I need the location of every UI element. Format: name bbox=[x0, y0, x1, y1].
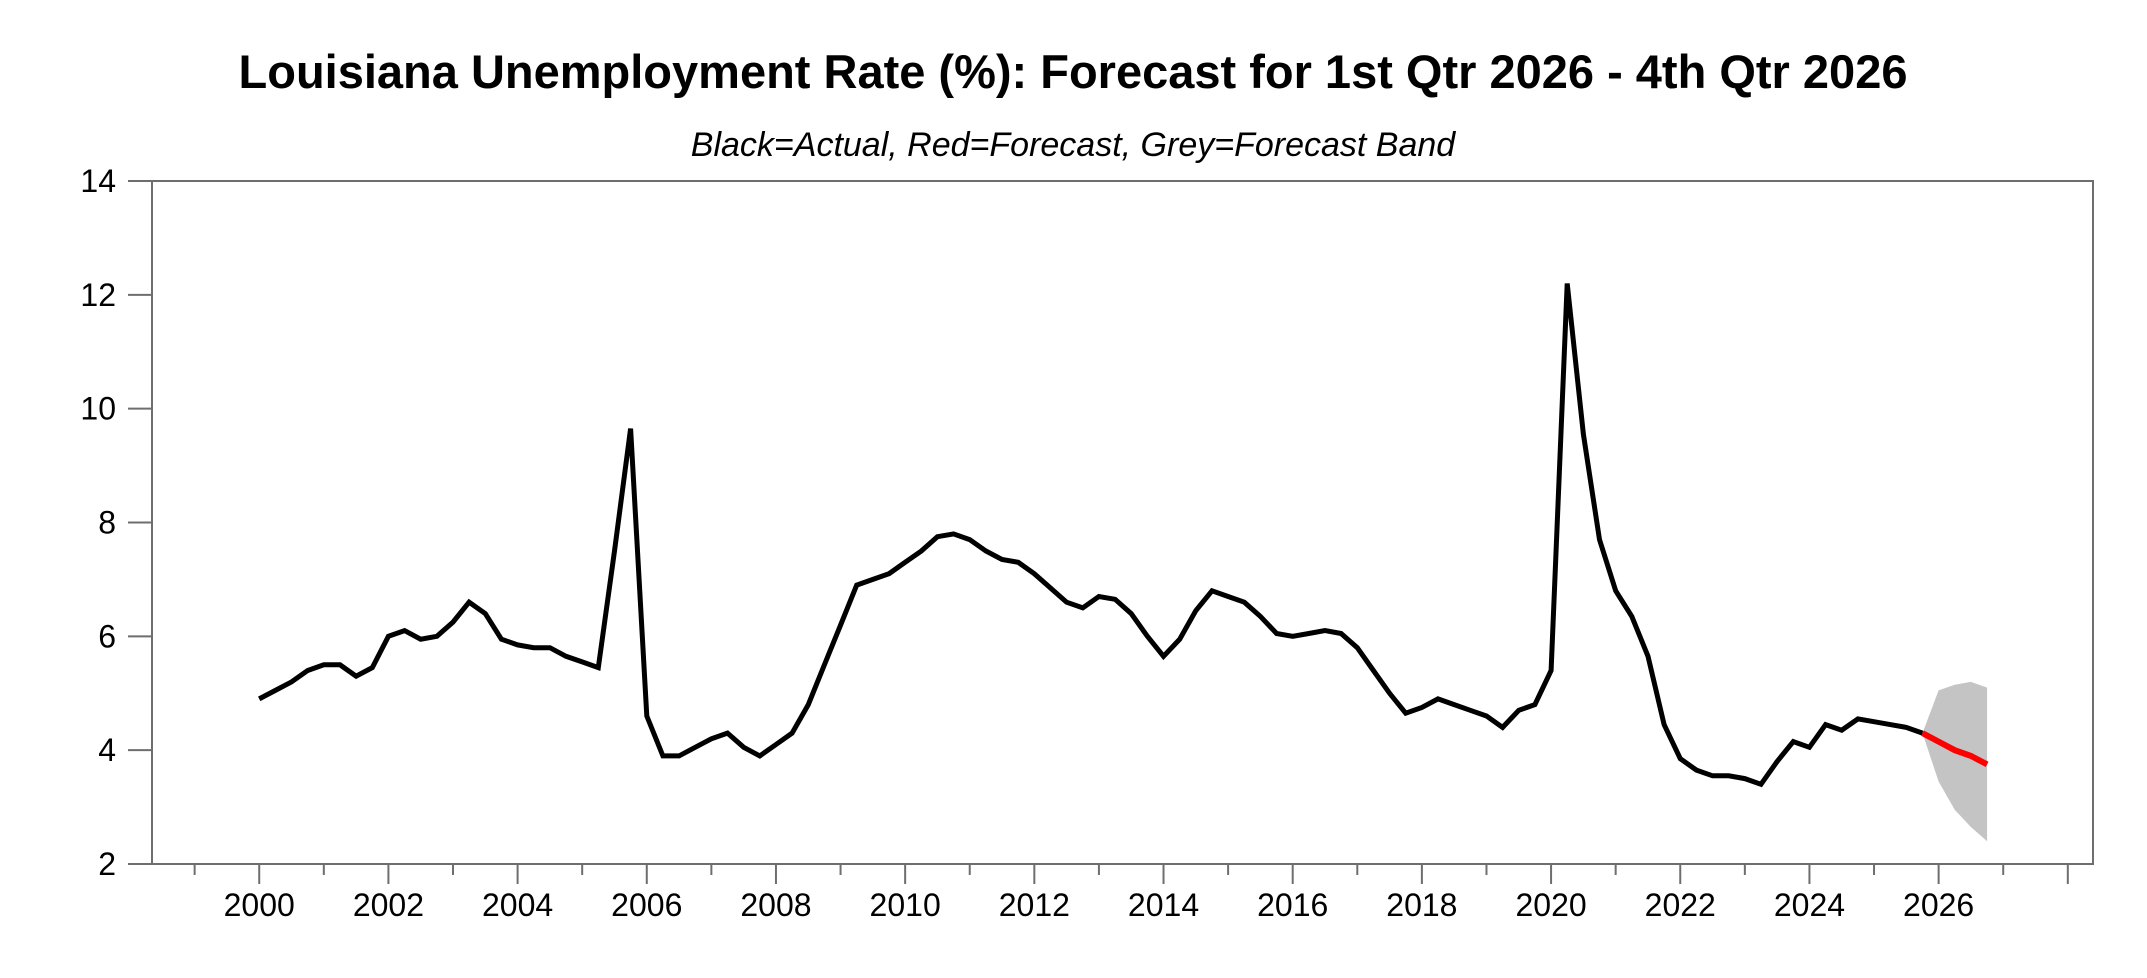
forecast-series-line bbox=[1921, 730, 1989, 768]
x-axis-tick-label: 2024 bbox=[1774, 887, 1845, 923]
chart-subtitle: Black=Actual, Red=Forecast, Grey=Forecas… bbox=[691, 126, 1457, 164]
y-axis-tick-label: 8 bbox=[98, 505, 116, 541]
y-axis-tick-label: 14 bbox=[80, 163, 116, 199]
x-axis-tick-label: 2010 bbox=[870, 887, 941, 923]
x-axis-tick-label: 2022 bbox=[1645, 887, 1716, 923]
x-axis-tick-label: 2018 bbox=[1386, 887, 1457, 923]
plot-area: 2 4 6 8 10 12 14 2000 2002 2004 2006 2008 2010 2012 20… bbox=[80, 163, 2094, 923]
x-axis-tick-label: 2008 bbox=[740, 887, 811, 923]
x-axis-tick-label: 2012 bbox=[999, 887, 1070, 923]
x-axis-tick-label: 2016 bbox=[1257, 887, 1328, 923]
x-axis-tick-label: 2002 bbox=[353, 887, 424, 923]
forecast-band bbox=[1922, 681, 1988, 842]
y-axis-tick-label: 6 bbox=[98, 618, 116, 654]
chart-title: Louisiana Unemployment Rate (%): Forecas… bbox=[239, 45, 1908, 98]
x-axis-tick-label: 2020 bbox=[1515, 887, 1586, 923]
actual-series-line bbox=[258, 283, 1924, 788]
y-axis-tick-label: 2 bbox=[98, 846, 116, 882]
y-axis-tick-label: 10 bbox=[80, 391, 116, 427]
y-axis-tick-label: 12 bbox=[80, 277, 116, 313]
x-axis-tick-label: 2026 bbox=[1903, 887, 1974, 923]
x-axis-tick-label: 2004 bbox=[482, 887, 553, 923]
x-axis-tick-label: 2014 bbox=[1128, 887, 1199, 923]
plot-frame bbox=[151, 180, 2094, 865]
x-axis-tick-label: 2006 bbox=[611, 887, 682, 923]
x-axis-tick-label: 2000 bbox=[224, 887, 295, 923]
y-axis-tick-label: 4 bbox=[98, 732, 116, 768]
